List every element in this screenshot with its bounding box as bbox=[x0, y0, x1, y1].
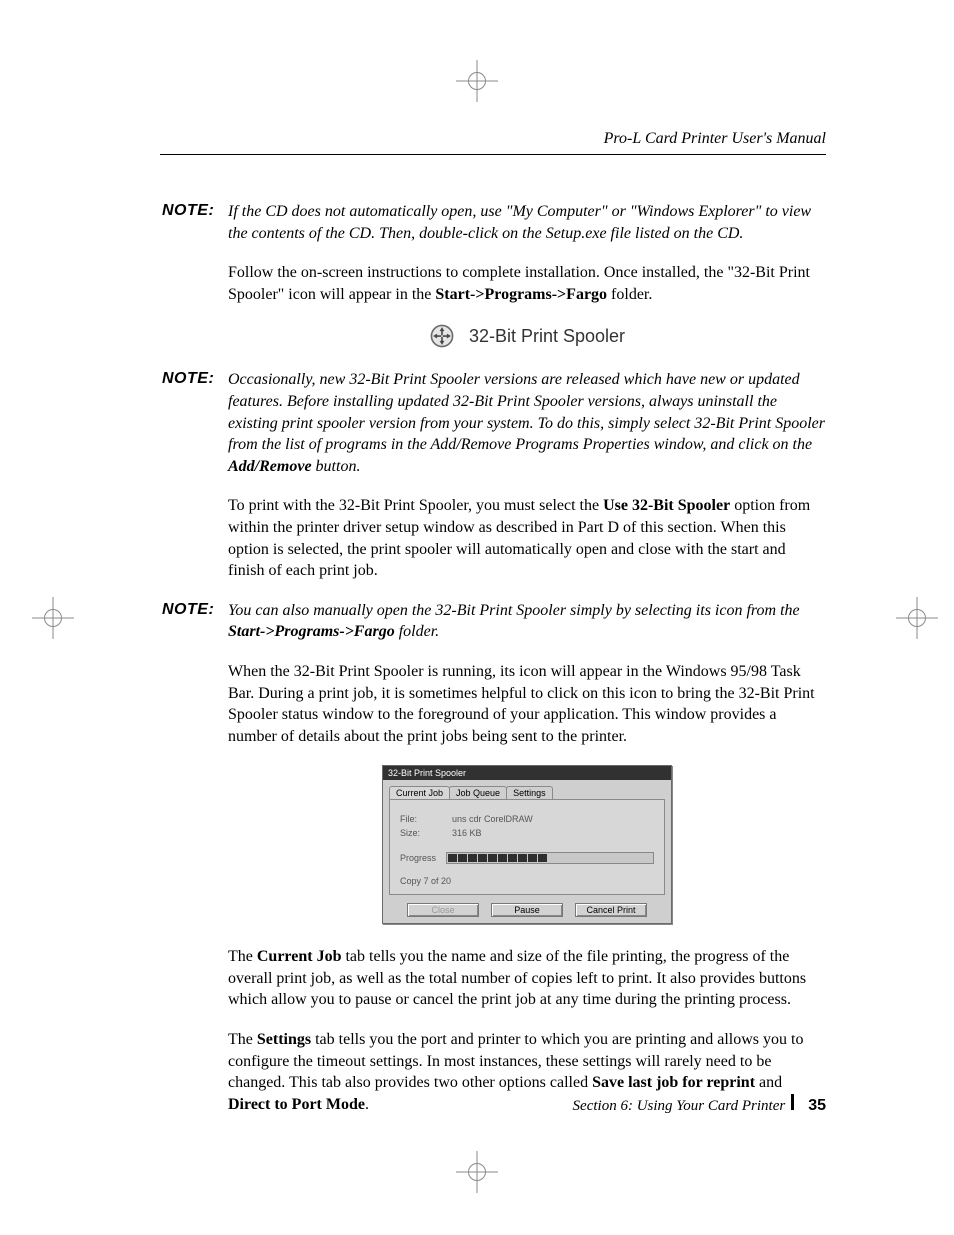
note-label: NOTE: bbox=[162, 601, 214, 619]
note-label: NOTE: bbox=[162, 202, 214, 220]
progress-segment bbox=[548, 854, 557, 862]
running-header: Pro-L Card Printer User's Manual bbox=[160, 130, 826, 155]
p4-a: The bbox=[228, 948, 257, 965]
note-1-text: If the CD does not automatically open, u… bbox=[228, 201, 826, 244]
cancel-print-button[interactable]: Cancel Print bbox=[575, 903, 647, 917]
progress-segment bbox=[448, 854, 457, 862]
n3-a: You can also manually open the 32-Bit Pr… bbox=[228, 602, 800, 619]
progress-segment bbox=[498, 854, 507, 862]
progress-segment bbox=[578, 854, 587, 862]
progress-segment bbox=[538, 854, 547, 862]
cropmark-bottom bbox=[456, 1151, 498, 1193]
close-button[interactable]: Close bbox=[407, 903, 479, 917]
dialog-tabs: Current Job Job Queue Settings bbox=[383, 780, 671, 799]
size-label: Size: bbox=[400, 828, 434, 838]
print-spooler-icon bbox=[429, 323, 455, 349]
n2-c: button. bbox=[312, 458, 361, 475]
progress-segment bbox=[488, 854, 497, 862]
dialog-buttons: Close Pause Cancel Print bbox=[383, 903, 671, 917]
p1-b: Start->Programs->Fargo bbox=[435, 286, 607, 303]
pause-button[interactable]: Pause bbox=[491, 903, 563, 917]
progress-segment bbox=[478, 854, 487, 862]
page: Pro-L Card Printer User's Manual NOTE: I… bbox=[0, 0, 954, 1235]
progress-segment bbox=[518, 854, 527, 862]
note-2-text: Occasionally, new 32-Bit Print Spooler v… bbox=[228, 369, 826, 477]
cropmark-top bbox=[456, 60, 498, 102]
note-label: NOTE: bbox=[162, 370, 214, 388]
p2-b: Use 32-Bit Spooler bbox=[603, 497, 730, 514]
tab-settings[interactable]: Settings bbox=[506, 786, 553, 799]
progress-segment bbox=[618, 854, 627, 862]
header-title: Pro-L Card Printer User's Manual bbox=[604, 130, 826, 147]
paragraph-use-spooler: To print with the 32-Bit Print Spooler, … bbox=[228, 495, 826, 581]
note-block-1: NOTE: If the CD does not automatically o… bbox=[160, 201, 826, 244]
n2-b: Add/Remove bbox=[228, 458, 312, 475]
p4-b: Current Job bbox=[257, 948, 342, 965]
progress-segment bbox=[558, 854, 567, 862]
progress-segment bbox=[458, 854, 467, 862]
size-row: Size: 316 KB bbox=[400, 828, 654, 838]
file-value: uns cdr CorelDRAW bbox=[452, 814, 533, 824]
progress-segment bbox=[528, 854, 537, 862]
p2-a: To print with the 32-Bit Print Spooler, … bbox=[228, 497, 603, 514]
spooler-screenshot: 32-Bit Print Spooler Current Job Job Que… bbox=[228, 765, 826, 924]
p5-b: Settings bbox=[257, 1031, 311, 1048]
note-3-text: You can also manually open the 32-Bit Pr… bbox=[228, 600, 826, 643]
file-label: File: bbox=[400, 814, 434, 824]
n3-b: Start->Programs->Fargo bbox=[228, 623, 395, 640]
p5-d: Save last job for reprint bbox=[592, 1074, 755, 1091]
progress-row: Progress bbox=[400, 852, 654, 864]
footer-separator bbox=[791, 1094, 794, 1110]
note-block-3: NOTE: You can also manually open the 32-… bbox=[160, 600, 826, 643]
n3-c: folder. bbox=[395, 623, 439, 640]
tab-panel-current-job: File: uns cdr CorelDRAW Size: 316 KB Pro… bbox=[389, 799, 665, 895]
dialog-titlebar: 32-Bit Print Spooler bbox=[383, 766, 671, 780]
spooler-icon-row: 32-Bit Print Spooler bbox=[228, 323, 826, 349]
size-value: 316 KB bbox=[452, 828, 482, 838]
progress-label: Progress bbox=[400, 853, 436, 863]
p1-c: folder. bbox=[607, 286, 652, 303]
p5-a: The bbox=[228, 1031, 257, 1048]
cropmark-left bbox=[32, 597, 74, 639]
paragraph-current-job-tab: The Current Job tab tells you the name a… bbox=[228, 946, 826, 1011]
note-block-2: NOTE: Occasionally, new 32-Bit Print Spo… bbox=[160, 369, 826, 477]
progress-segment bbox=[608, 854, 617, 862]
n2-a: Occasionally, new 32-Bit Print Spooler v… bbox=[228, 371, 825, 453]
footer-section: Section 6: Using Your Card Printer bbox=[573, 1098, 786, 1115]
page-footer: Section 6: Using Your Card Printer 35 bbox=[160, 1094, 826, 1115]
footer-page-number: 35 bbox=[808, 1097, 826, 1115]
file-row: File: uns cdr CorelDRAW bbox=[400, 814, 654, 824]
progress-segment bbox=[508, 854, 517, 862]
copy-line: Copy 7 of 20 bbox=[400, 876, 654, 886]
progress-segment bbox=[468, 854, 477, 862]
cropmark-right bbox=[896, 597, 938, 639]
progress-segment bbox=[568, 854, 577, 862]
tab-job-queue[interactable]: Job Queue bbox=[449, 786, 507, 799]
paragraph-install: Follow the on-screen instructions to com… bbox=[228, 262, 826, 305]
progress-bar bbox=[446, 852, 654, 864]
paragraph-taskbar: When the 32-Bit Print Spooler is running… bbox=[228, 661, 826, 747]
spooler-dialog: 32-Bit Print Spooler Current Job Job Que… bbox=[382, 765, 672, 924]
progress-segment bbox=[588, 854, 597, 862]
progress-segment bbox=[598, 854, 607, 862]
p5-e: and bbox=[755, 1074, 782, 1091]
tab-current-job[interactable]: Current Job bbox=[389, 786, 450, 799]
content-area: Pro-L Card Printer User's Manual NOTE: I… bbox=[160, 130, 826, 1115]
spooler-icon-caption: 32-Bit Print Spooler bbox=[469, 326, 625, 347]
